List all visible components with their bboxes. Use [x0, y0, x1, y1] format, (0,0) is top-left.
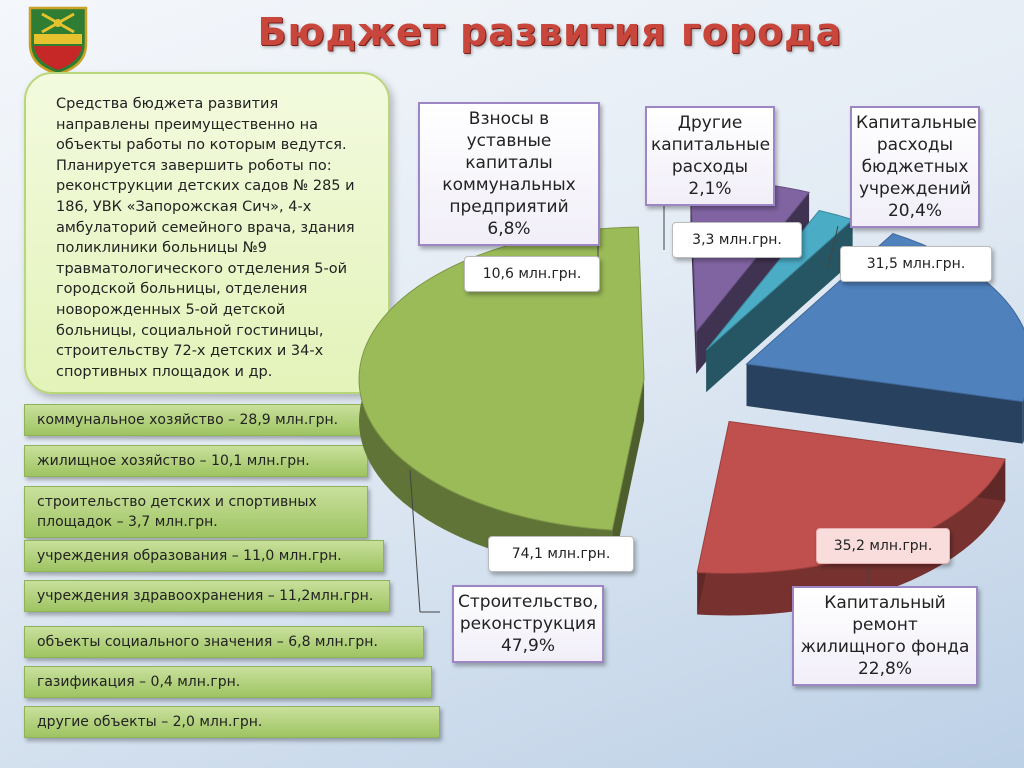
info-line: направлены преимущественно на: [56, 116, 319, 133]
info-line: спортивных площадок и др.: [56, 363, 273, 380]
slice-name: Капитальный ремонт жилищного фонда: [800, 593, 970, 657]
slice-name: Капитальные расходы бюджетных учреждений: [856, 113, 977, 199]
slice-name: Взносы в уставные капиталы коммунальных …: [442, 109, 576, 217]
slice-percent: 22,8%: [857, 659, 912, 679]
info-line: объекты работы по которым ведутся.: [56, 137, 347, 154]
leader-line: [827, 225, 839, 269]
category-playgrounds: строительство детских и спортивных площа…: [24, 486, 368, 538]
info-line: Средства бюджета развития: [56, 96, 279, 112]
slice-name: Строительство, реконструкция: [458, 592, 599, 634]
category-gas: газификация – 0,4 млн.грн.: [24, 666, 432, 698]
category-other: другие объекты – 2,0 млн.грн.: [24, 706, 440, 738]
category-housing: жилищное хозяйство – 10,1 млн.грн.: [24, 445, 368, 477]
leader-line: [409, 469, 421, 613]
slice-label-construction: Строительство, реконструкция 47,9%: [452, 585, 604, 663]
slice-label-housing-repair: Капитальный ремонт жилищного фонда 22,8%: [792, 586, 978, 686]
info-line: новорожденных 5-ой детской: [56, 301, 286, 318]
info-line: больницы, социальной гостиницы,: [56, 322, 324, 339]
info-line: травматологического отделения 5-ой: [56, 260, 348, 277]
page-title: Бюджет развития города: [257, 10, 843, 54]
slice-label-institutions: Капитальные расходы бюджетных учреждений…: [850, 106, 980, 228]
info-line: строительству 72-х детских и 34-х: [56, 343, 324, 360]
slice-percent: 47,9%: [500, 636, 555, 656]
slice-percent: 20,4%: [887, 201, 942, 221]
pie-slice-wall: [706, 219, 853, 393]
info-callout: Средства бюджета развития направлены преи…: [24, 72, 390, 394]
info-line: поликлиники больницы №9: [56, 240, 267, 257]
pie-slice-wall: [612, 379, 645, 573]
category-education: учреждения образования – 11,0 млн.грн.: [24, 540, 384, 572]
info-line: городской больницы, отделения: [56, 281, 308, 298]
pie-slice-side: [697, 459, 1006, 616]
slice-value-construction: 74,1 млн.грн.: [488, 536, 634, 572]
info-line: Планируется завершить роботы по:: [56, 157, 332, 174]
category-healthcare: учреждения здравоохранения – 11,2млн.грн…: [24, 580, 390, 612]
slice-value-housing-repair: 35,2 млн.грн.: [816, 528, 950, 564]
slice-value-institutions: 31,5 млн.грн.: [840, 246, 992, 282]
slice-value-contributions: 10,6 млн.грн.: [464, 256, 600, 292]
info-line: амбулаторий семейного врача, здания: [56, 219, 355, 236]
slice-value-other-capital: 3,3 млн.грн.: [672, 222, 802, 258]
info-line: 186, УВК «Запорожская Сич», 4-х: [56, 198, 312, 215]
slice-percent: 6,8%: [487, 219, 531, 239]
info-line: реконструкции детских садов № 285 и: [56, 178, 355, 195]
slice-percent: 2,1%: [688, 179, 732, 199]
slice-label-contributions: Взносы в уставные капиталы коммунальных …: [418, 102, 600, 246]
slice-name: Другие капитальные расходы: [651, 113, 771, 177]
slice-label-other-capital: Другие капитальные расходы 2,1%: [645, 106, 775, 206]
pie-slice-wall: [746, 364, 1023, 444]
category-communal: коммунальное хозяйство – 28,9 млн.грн.: [24, 404, 376, 436]
category-social: объекты социального значения – 6,8 млн.г…: [24, 626, 424, 658]
